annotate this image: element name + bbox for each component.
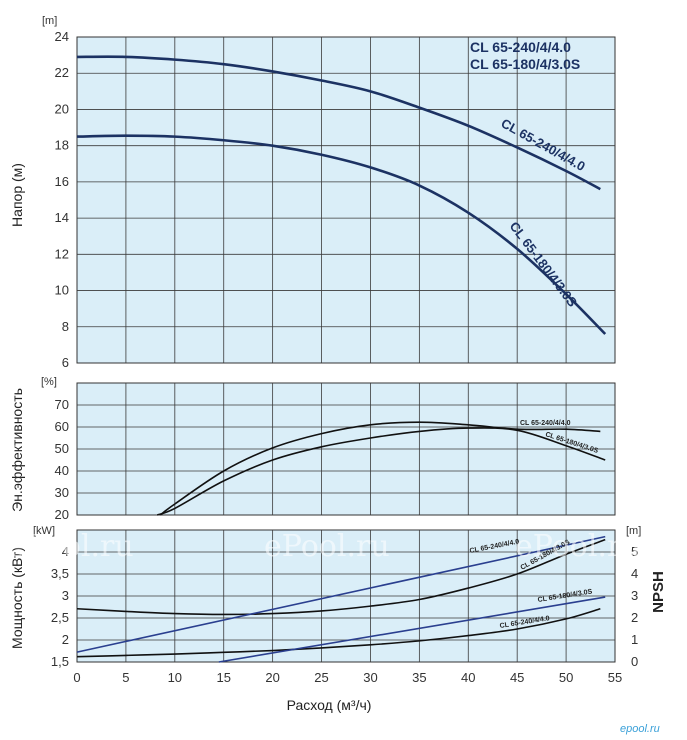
watermark-1: ePool.ru [8,529,134,564]
y2tick-5: 5 [631,544,638,559]
curve-power-npsh-power-1 [76,607,601,658]
ytick-efficiency-30: 30 [55,485,69,500]
curve-efficiency-0 [159,421,601,516]
ytick-head-24: 24 [55,29,69,44]
ytick-power-npsh-4: 4 [62,544,69,559]
xtick-15: 15 [216,670,230,685]
efficiency-axis-title: Эн.эффективность [9,388,25,512]
efficiency-unit: [%] [41,376,57,388]
chart-labels: 6810121416182022242030405060701,522,533,… [51,29,638,685]
ytick-efficiency-60: 60 [55,419,69,434]
xtick-45: 45 [510,670,524,685]
ytick-power-npsh-3.5: 3,5 [51,566,69,581]
xtick-5: 5 [122,670,129,685]
curve-head-1 [76,134,607,335]
xtick-55: 55 [608,670,622,685]
ytick-power-npsh-2: 2 [62,632,69,647]
ytick-head-12: 12 [55,246,69,261]
curve-power-npsh-power-0 [76,538,606,616]
legend-series-2: CL 65-180/4/3.0S [470,56,580,72]
curve-power-npsh-npsh-2 [76,535,606,653]
ytick-power-npsh-2.5: 2,5 [51,610,69,625]
xtick-25: 25 [314,670,328,685]
head-axis-title: Напор (м) [9,163,25,227]
ytick-efficiency-70: 70 [55,397,69,412]
curve-power-npsh-npsh-3 [218,596,606,663]
y2tick-0: 0 [631,654,638,669]
head-unit: [m] [42,15,57,27]
x-axis-title: Расход (м³/ч) [287,697,372,713]
ytick-power-npsh-3: 3 [62,588,69,603]
y2tick-4: 4 [631,566,638,581]
ytick-head-18: 18 [55,138,69,153]
ytick-power-npsh-1.5: 1,5 [51,654,69,669]
npsh-axis-title: NPSH [650,571,667,613]
ytick-head-10: 10 [55,283,69,298]
ytick-head-6: 6 [62,355,69,370]
ytick-head-22: 22 [55,65,69,80]
ytick-head-16: 16 [55,174,69,189]
chart-curves [76,55,607,663]
ytick-head-14: 14 [55,210,69,225]
xtick-35: 35 [412,670,426,685]
eff-curve-label-240: CL 65-240/4/4.0 [520,420,571,427]
ytick-efficiency-40: 40 [55,463,69,478]
y2tick-2: 2 [631,610,638,625]
npsh-unit: [m] [626,525,641,537]
xtick-0: 0 [73,670,80,685]
chart-panels [76,36,616,663]
power-axis-title: Мощность (кВт) [9,547,25,649]
brand-logo: epool.ru [620,723,660,735]
y2tick-3: 3 [631,588,638,603]
curve-head-0 [76,55,601,191]
curve-efficiency-1 [156,427,606,516]
panel-head-bg [76,36,616,364]
y2tick-1: 1 [631,632,638,647]
watermark-2: ePool.ru [264,529,390,564]
legend-series-1: CL 65-240/4/4.0 [470,39,571,55]
ytick-efficiency-20: 20 [55,507,69,522]
xtick-40: 40 [461,670,475,685]
ytick-efficiency-50: 50 [55,441,69,456]
xtick-50: 50 [559,670,573,685]
xtick-30: 30 [363,670,377,685]
xtick-10: 10 [168,670,182,685]
ytick-head-20: 20 [55,101,69,116]
power-unit: [kW] [33,525,55,537]
watermark-3: ePool.ru [515,529,641,564]
ytick-head-8: 8 [62,319,69,334]
xtick-20: 20 [265,670,279,685]
